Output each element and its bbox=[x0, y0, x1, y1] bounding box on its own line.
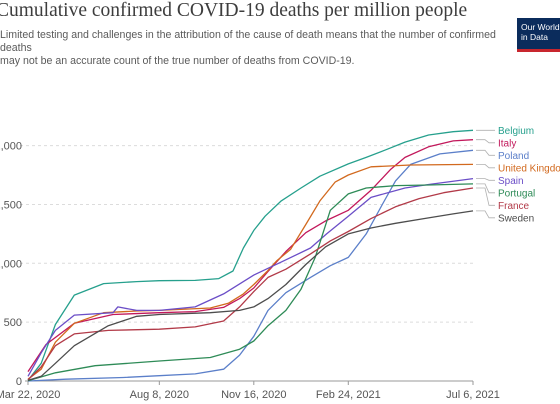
chart-subtitle-line-2: may not be an accurate count of the true… bbox=[0, 55, 355, 67]
y-tick-label: 1,500 bbox=[0, 199, 22, 211]
legend-label-italy: Italy bbox=[498, 138, 516, 149]
series-line-spain bbox=[27, 177, 474, 377]
x-tick-label: Nov 16, 2020 bbox=[221, 389, 286, 401]
legend-connector-italy bbox=[476, 139, 495, 144]
legend-label-france: France bbox=[498, 201, 530, 212]
chart-title: Cumulative confirmed COVID-19 deaths per… bbox=[0, 0, 468, 21]
y-tick-label: 0 bbox=[16, 376, 22, 388]
series-line-sweden bbox=[27, 210, 474, 382]
x-tick-label: Feb 24, 2021 bbox=[316, 389, 381, 401]
y-tick-label: 500 bbox=[4, 317, 22, 329]
legend-label-poland: Poland bbox=[498, 151, 529, 162]
series-line-france bbox=[27, 187, 474, 381]
legend-connector-united-kingdom bbox=[476, 163, 495, 169]
legend-label-spain: Spain bbox=[498, 176, 524, 187]
y-tick-label: 2,000 bbox=[0, 141, 22, 153]
legend-connector-spain bbox=[476, 178, 495, 181]
series-line-italy bbox=[27, 139, 474, 372]
axes: 0 500 1,000 1,500 2,000 Mar 22, 2020 Aug 8, 20… bbox=[0, 141, 500, 401]
series-lines bbox=[27, 129, 474, 382]
y-tick-label: 1,000 bbox=[0, 258, 22, 270]
legend-label-united-kingdom: United Kingdom bbox=[498, 163, 560, 174]
our-world-in-data-logo[interactable]: Our World in Data bbox=[517, 18, 560, 51]
legend-label-sweden: Sweden bbox=[498, 213, 534, 224]
legend-connector-sweden bbox=[476, 210, 495, 219]
chart-subtitle-line-1: Limited testing and challenges in the at… bbox=[0, 29, 496, 54]
chart-subtitle: Limited testing and challenges in the at… bbox=[0, 29, 520, 68]
x-tick-label: Mar 22, 2020 bbox=[0, 389, 60, 401]
legend-label-portugal: Portugal bbox=[498, 188, 535, 199]
legend-label-belgium: Belgium bbox=[498, 126, 534, 137]
gridlines bbox=[20, 145, 473, 323]
x-tick-label: Aug 8, 2020 bbox=[130, 389, 189, 401]
x-tick-label: Jul 6, 2021 bbox=[446, 389, 500, 401]
logo-accent-bar bbox=[517, 49, 560, 52]
legend-connector-portugal bbox=[476, 183, 495, 194]
legend-connector-poland bbox=[476, 149, 495, 156]
series-line-portugal bbox=[27, 183, 474, 382]
series-line-belgium bbox=[27, 129, 474, 381]
series-line-united-kingdom bbox=[27, 163, 474, 380]
series-line-poland bbox=[27, 149, 474, 382]
legend-connector-france bbox=[476, 187, 495, 206]
